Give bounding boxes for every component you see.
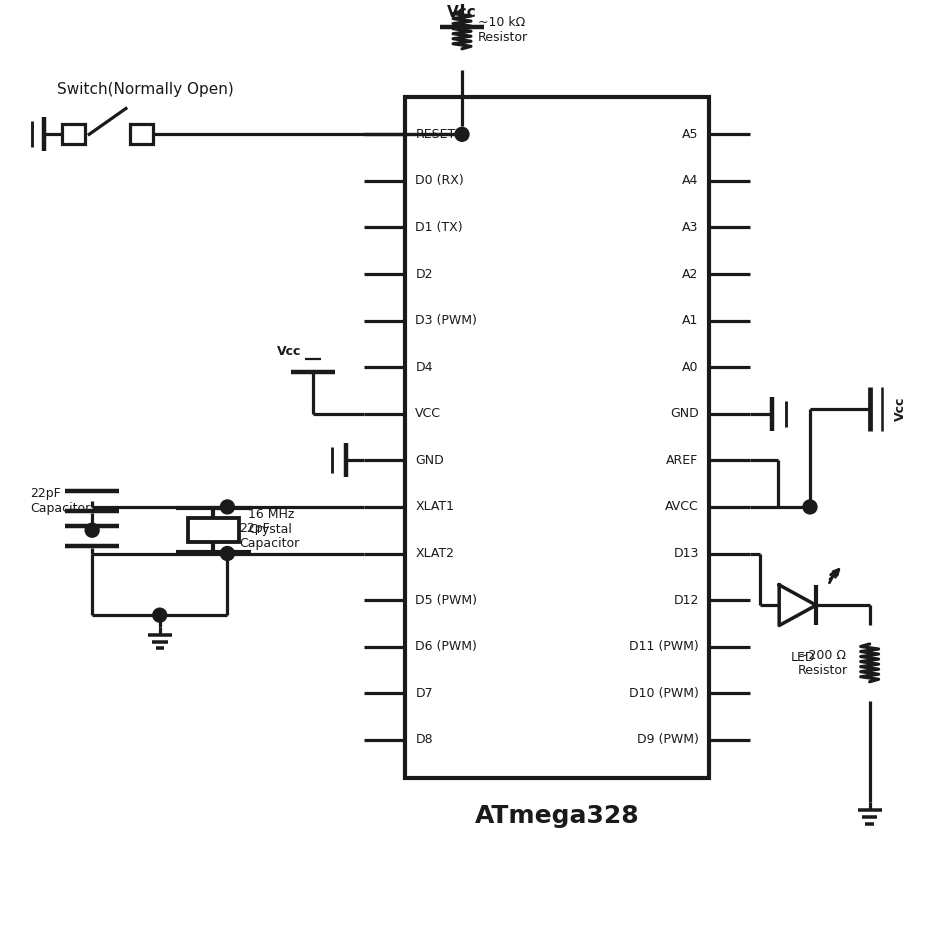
Text: D4: D4 xyxy=(415,360,432,374)
Text: D9 (PWM): D9 (PWM) xyxy=(636,734,698,746)
Text: A0: A0 xyxy=(681,360,698,374)
Text: 16 MHz
Crystal: 16 MHz Crystal xyxy=(248,508,294,537)
Text: A1: A1 xyxy=(681,314,698,327)
Circle shape xyxy=(221,500,235,514)
Text: D5 (PWM): D5 (PWM) xyxy=(415,593,476,607)
Circle shape xyxy=(153,609,167,622)
Text: D3 (PWM): D3 (PWM) xyxy=(415,314,476,327)
Text: LED: LED xyxy=(790,651,815,664)
Bar xyxy=(187,519,239,542)
Text: 22pF
Capacitor: 22pF Capacitor xyxy=(31,486,91,515)
Circle shape xyxy=(454,127,468,141)
Text: D13: D13 xyxy=(673,547,698,560)
Text: ~200 Ω
Resistor: ~200 Ω Resistor xyxy=(797,648,847,677)
Text: Vcc: Vcc xyxy=(893,396,906,421)
Text: D1 (TX): D1 (TX) xyxy=(415,221,463,234)
Text: GND: GND xyxy=(669,408,698,420)
Text: D6 (PWM): D6 (PWM) xyxy=(415,640,476,653)
Text: D0 (RX): D0 (RX) xyxy=(415,174,464,188)
Text: Vcc: Vcc xyxy=(277,345,301,358)
Text: A2: A2 xyxy=(681,267,698,281)
Text: Vcc: Vcc xyxy=(447,5,476,20)
Bar xyxy=(130,124,153,144)
Text: AVCC: AVCC xyxy=(664,501,698,514)
Text: 22pF
Capacitor: 22pF Capacitor xyxy=(239,522,299,550)
Text: XLAT2: XLAT2 xyxy=(415,547,454,560)
Text: XLAT1: XLAT1 xyxy=(415,501,454,514)
Circle shape xyxy=(85,523,99,538)
Text: A4: A4 xyxy=(681,174,698,188)
Text: Switch(Normally Open): Switch(Normally Open) xyxy=(57,82,234,97)
Bar xyxy=(405,97,708,777)
Text: GND: GND xyxy=(415,454,443,466)
Bar xyxy=(62,124,85,144)
Text: VCC: VCC xyxy=(415,408,441,420)
Text: D12: D12 xyxy=(673,593,698,607)
Text: D7: D7 xyxy=(415,686,432,700)
Text: A3: A3 xyxy=(681,221,698,234)
Text: AREF: AREF xyxy=(666,454,698,466)
Text: D8: D8 xyxy=(415,734,432,746)
Text: D11 (PWM): D11 (PWM) xyxy=(629,640,698,653)
Text: D10 (PWM): D10 (PWM) xyxy=(629,686,698,700)
Text: D2: D2 xyxy=(415,267,432,281)
Circle shape xyxy=(802,500,816,514)
Circle shape xyxy=(221,547,235,560)
Text: A5: A5 xyxy=(681,128,698,141)
Text: ATmega328: ATmega328 xyxy=(474,805,639,829)
Text: RESET: RESET xyxy=(415,128,455,141)
Text: ~10 kΩ
Resistor: ~10 kΩ Resistor xyxy=(477,16,527,44)
